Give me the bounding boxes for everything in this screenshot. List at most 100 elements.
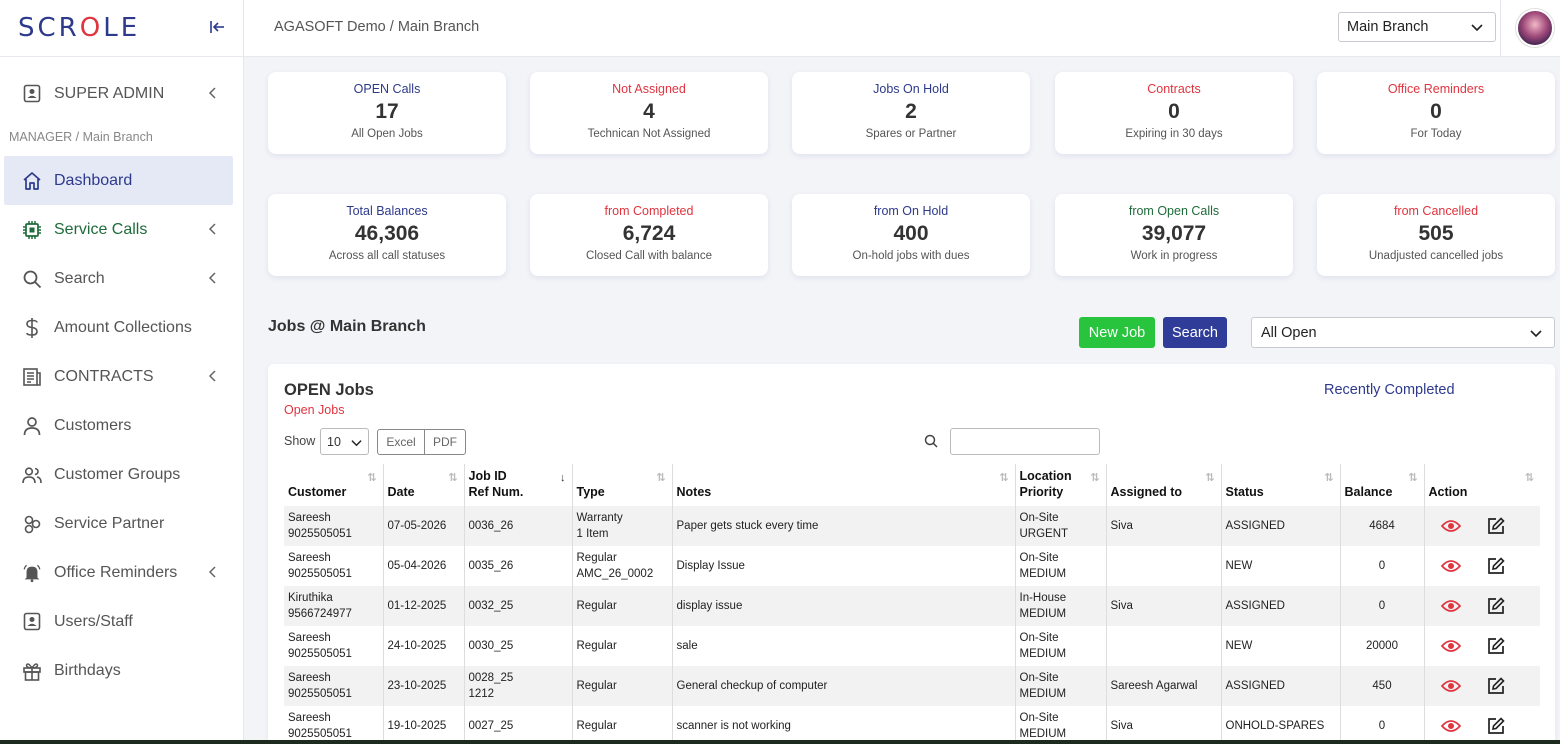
stat-card-total-balances[interactable]: Total Balances 46,306 Across all call st…: [268, 194, 506, 276]
edit-icon[interactable]: [1487, 637, 1505, 655]
cell-customer: Sareesh 9025505051: [284, 666, 383, 706]
cell-assigned-to: Siva: [1105, 706, 1221, 744]
sidebar-item-label: CONTRACTS: [54, 367, 154, 385]
recently-completed-link[interactable]: Recently Completed: [1324, 382, 1455, 398]
bell-icon: [22, 563, 42, 583]
cell-balance: 0: [1378, 560, 1386, 572]
col-job-id[interactable]: Job ID Ref Num. ↓: [463, 464, 572, 506]
cell-status: ASSIGNED: [1220, 506, 1340, 546]
view-eye-icon[interactable]: [1440, 599, 1461, 613]
edit-icon[interactable]: [1487, 677, 1505, 695]
col-notes[interactable]: Notes ⇅: [671, 464, 1015, 506]
page-length-select[interactable]: 10: [320, 428, 369, 455]
panel-title: OPEN Jobs: [284, 381, 374, 399]
col-assigned-to[interactable]: Assigned to ⇅: [1105, 464, 1221, 506]
stat-card-open-calls[interactable]: OPEN Calls 17 All Open Jobs: [268, 72, 506, 154]
sidebar-item-amount-collections[interactable]: Amount Collections: [0, 303, 243, 352]
new-job-button[interactable]: New Job: [1079, 317, 1155, 348]
stat-card-contracts[interactable]: Contracts 0 Expiring in 30 days: [1055, 72, 1293, 154]
sidebar-item-service-partner[interactable]: Service Partner: [0, 499, 243, 548]
table-search-input[interactable]: [950, 428, 1100, 455]
view-eye-icon[interactable]: [1440, 559, 1461, 573]
cell-status: ASSIGNED: [1225, 600, 1285, 612]
stat-card-office-reminders[interactable]: Office Reminders 0 For Today: [1317, 72, 1555, 154]
stat-card-not-assigned[interactable]: Not Assigned 4 Technican Not Assigned: [530, 72, 768, 154]
view-eye-icon[interactable]: [1440, 639, 1461, 653]
stat-title: from Open Calls: [1128, 204, 1220, 218]
col-date[interactable]: Date ⇅: [382, 464, 464, 506]
view-eye-icon[interactable]: [1440, 719, 1461, 733]
sidebar-item-office-reminders[interactable]: Office Reminders: [0, 548, 243, 597]
cell-customer: Sareesh 9025505051: [284, 546, 383, 586]
sidebar-item-search[interactable]: Search: [0, 254, 243, 303]
table-row[interactable]: Sareesh 9025505051 19-10-2025 0027_25 Reg…: [284, 706, 1540, 744]
sidebar-item-customers[interactable]: Customers: [0, 401, 243, 450]
app-logo[interactable]: SCROLE: [18, 13, 141, 43]
search-icon: [924, 434, 938, 448]
stat-card-from-completed[interactable]: from Completed 6,724 Closed Call with ba…: [530, 194, 768, 276]
edit-icon[interactable]: [1487, 597, 1505, 615]
page-length-value: 10: [327, 435, 341, 449]
cell-assigned-to: [1105, 626, 1221, 666]
stat-subtitle: All Open Jobs: [351, 128, 423, 140]
edit-icon[interactable]: [1487, 717, 1505, 735]
cell-job-id: 0027_25: [463, 706, 572, 744]
cell-location-priority: On-Site MEDIUM: [1014, 666, 1106, 706]
cell-priority: MEDIUM: [1019, 688, 1067, 700]
sidebar-item-birthdays[interactable]: Birthdays: [0, 646, 243, 695]
edit-icon[interactable]: [1487, 517, 1505, 535]
col-customer[interactable]: Customer ⇅: [288, 472, 377, 499]
stat-card-from-on-hold[interactable]: from On Hold 400 On-hold jobs with dues: [792, 194, 1030, 276]
section-label: MANAGER / Main Branch: [9, 130, 153, 144]
col-location-priority[interactable]: Location Priority ⇅: [1014, 464, 1106, 506]
table-row[interactable]: Sareesh 9025505051 05-04-2026 0035_26 Reg…: [284, 546, 1540, 586]
sidebar-item-customer-groups[interactable]: Customer Groups: [0, 450, 243, 499]
table-row[interactable]: Sareesh 9025505051 07-05-2026 0036_26 War…: [284, 506, 1540, 546]
cell-location-priority: On-Site URGENT: [1014, 506, 1106, 546]
collapse-sidebar-icon[interactable]: [206, 16, 228, 38]
sidebar-item-dashboard[interactable]: Dashboard: [4, 156, 233, 205]
cell-location-priority: On-Site MEDIUM: [1014, 706, 1106, 744]
cell-name: Sareesh: [288, 712, 331, 724]
col-balance[interactable]: Balance ⇅: [1339, 464, 1424, 506]
search-button[interactable]: Search: [1163, 317, 1227, 348]
col-type[interactable]: Type ⇅: [571, 464, 672, 506]
bottom-strip: [0, 740, 1560, 744]
edit-icon[interactable]: [1487, 557, 1505, 575]
cell-notes: Paper gets stuck every time: [671, 506, 1015, 546]
cell-balance: 0: [1339, 586, 1424, 626]
cell-notes: General checkup of computer: [671, 666, 1015, 706]
chevron-left-icon: [208, 223, 216, 235]
pdf-export-button[interactable]: PDF: [424, 429, 466, 455]
cell-balance: 450: [1339, 666, 1424, 706]
sidebar-item-contracts[interactable]: CONTRACTS: [0, 352, 243, 401]
view-eye-icon[interactable]: [1440, 679, 1461, 693]
branch-select-value: Main Branch: [1347, 19, 1429, 35]
cell-action: [1423, 706, 1540, 744]
sidebar-item-service-calls[interactable]: Service Calls: [0, 205, 243, 254]
stat-title: Office Reminders: [1387, 82, 1485, 96]
stat-subtitle: For Today: [1410, 128, 1462, 140]
stat-card-from-open-calls[interactable]: from Open Calls 39,077 Work in progress: [1055, 194, 1293, 276]
col-action[interactable]: Action ⇅: [1423, 464, 1540, 506]
stat-value: 505: [1418, 222, 1454, 245]
col-status[interactable]: Status ⇅: [1220, 464, 1340, 506]
document-icon: [22, 367, 42, 387]
sidebar-item-super-admin[interactable]: SUPER ADMIN: [0, 69, 243, 118]
avatar[interactable]: [1516, 9, 1554, 47]
stat-value: 2: [905, 100, 917, 123]
table-row[interactable]: Sareesh 9025505051 24-10-2025 0030_25 Reg…: [284, 626, 1540, 666]
branch-select[interactable]: Main Branch: [1338, 12, 1496, 42]
job-filter-select[interactable]: All Open: [1251, 317, 1555, 348]
stat-card-from-cancelled[interactable]: from Cancelled 505 Unadjusted cancelled …: [1317, 194, 1555, 276]
cell-status: ASSIGNED: [1220, 586, 1340, 626]
table-row[interactable]: Kiruthika 9566724977 01-12-2025 0032_25 R…: [284, 586, 1540, 626]
table-row[interactable]: Sareesh 9025505051 23-10-2025 0028_25 1212…: [284, 666, 1540, 706]
stat-card-jobs-on-hold[interactable]: Jobs On Hold 2 Spares or Partner: [792, 72, 1030, 154]
view-eye-icon[interactable]: [1440, 519, 1461, 533]
sidebar-item-users-staff[interactable]: Users/Staff: [0, 597, 243, 646]
cell-phone: 9025505051: [288, 528, 352, 540]
excel-export-button[interactable]: Excel: [377, 429, 425, 455]
cell-priority: MEDIUM: [1019, 568, 1067, 580]
table-header-row: Customer ⇅ Date ⇅ Job ID Ref Num. ↓ Type ⇅ No…: [284, 464, 1540, 506]
